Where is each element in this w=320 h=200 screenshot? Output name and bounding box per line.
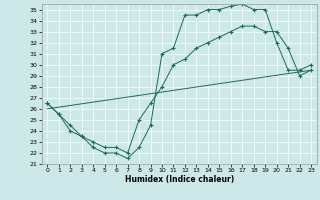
X-axis label: Humidex (Indice chaleur): Humidex (Indice chaleur) — [124, 175, 234, 184]
